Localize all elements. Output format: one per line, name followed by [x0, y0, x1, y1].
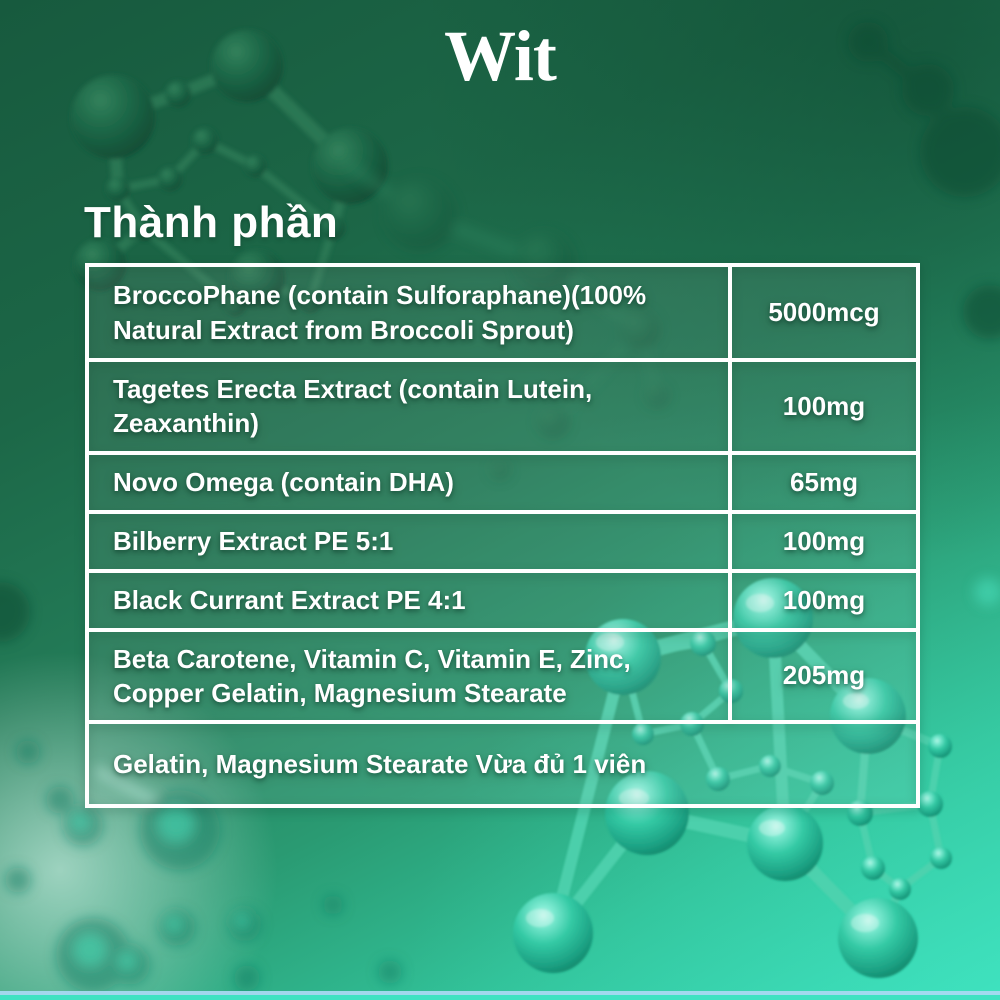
ingredient-amount: 5000mcg: [728, 267, 916, 358]
page-title: Thành phần: [84, 198, 339, 247]
ingredient-amount: 100mg: [728, 513, 916, 569]
table-row: Beta Carotene, Vitamin C, Vitamin E, Zin…: [89, 627, 916, 721]
table-row: BroccoPhane (contain Sulforaphane)(100% …: [89, 267, 916, 358]
table-row: Bilberry Extract PE 5:1 100mg: [89, 509, 916, 569]
ingredient-name: Beta Carotene, Vitamin C, Vitamin E, Zin…: [113, 643, 631, 708]
table-row: Black Currant Extract PE 4:1 100mg: [89, 568, 916, 628]
ingredient-amount: 205mg: [728, 631, 916, 721]
ingredients-table: BroccoPhane (contain Sulforaphane)(100% …: [85, 263, 920, 809]
table-row: Tagetes Erecta Extract (contain Lutein, …: [89, 358, 916, 451]
ingredient-name: BroccoPhane (contain Sulforaphane)(100% …: [113, 280, 647, 345]
ingredient-amount: 100mg: [728, 362, 916, 451]
table-row: Gelatin, Magnesium Stearate Vừa đủ 1 viê…: [89, 720, 916, 805]
ingredient-name: Tagetes Erecta Extract (contain Lutein, …: [113, 374, 593, 439]
ingredient-name: Novo Omega (contain DHA): [113, 466, 454, 497]
ingredient-name: Bilberry Extract PE 5:1: [113, 525, 394, 556]
wit-logo: Wit: [444, 16, 557, 96]
ingredient-amount: 65mg: [728, 454, 916, 510]
ingredient-amount: 100mg: [728, 572, 916, 628]
ingredient-name: Black Currant Extract PE 4:1: [113, 584, 466, 615]
table-row: Novo Omega (contain DHA) 65mg: [89, 450, 916, 510]
ingredient-name: Gelatin, Magnesium Stearate Vừa đủ 1 viê…: [113, 749, 647, 780]
